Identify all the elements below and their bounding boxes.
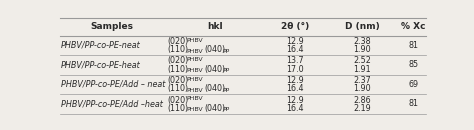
Text: 69: 69: [408, 80, 419, 89]
Text: (040): (040): [204, 45, 225, 54]
Text: PHBV: PHBV: [187, 107, 203, 112]
Text: (110): (110): [168, 84, 189, 93]
Text: PHBV/PP-co-PE-neat: PHBV/PP-co-PE-neat: [61, 41, 140, 50]
Text: D (nm): D (nm): [345, 22, 380, 31]
Text: (110): (110): [168, 45, 189, 54]
Text: % Xc: % Xc: [401, 22, 426, 31]
Text: 16.4: 16.4: [286, 84, 304, 93]
Text: 2.37: 2.37: [354, 76, 371, 85]
Text: 81: 81: [409, 41, 419, 50]
Text: PHBV: PHBV: [187, 96, 203, 101]
Text: (020): (020): [168, 57, 189, 66]
Text: PHBV/PP-co-PE/Add –heat: PHBV/PP-co-PE/Add –heat: [61, 99, 163, 108]
Text: 2θ (°): 2θ (°): [281, 22, 310, 31]
Text: PHBV: PHBV: [187, 49, 203, 54]
Text: 16.4: 16.4: [286, 45, 304, 54]
Text: (110): (110): [168, 65, 189, 74]
Text: 12.9: 12.9: [286, 76, 304, 85]
Text: 1.91: 1.91: [354, 65, 371, 74]
Text: (020): (020): [168, 96, 189, 105]
Text: 2.86: 2.86: [354, 96, 371, 105]
Text: 2.52: 2.52: [354, 57, 371, 66]
Text: 2.38: 2.38: [354, 37, 371, 46]
Text: PHBV: PHBV: [187, 77, 203, 82]
Text: 2.19: 2.19: [354, 104, 371, 113]
Text: 1.90: 1.90: [354, 84, 371, 93]
Text: (020): (020): [168, 76, 189, 85]
Text: PHBV/PP-co-PE-heat: PHBV/PP-co-PE-heat: [61, 60, 140, 69]
Text: (110): (110): [168, 104, 189, 113]
Text: PHBV: PHBV: [187, 57, 203, 62]
Text: (040): (040): [204, 65, 225, 74]
Text: PHBV/PP-co-PE/Add – neat: PHBV/PP-co-PE/Add – neat: [61, 80, 165, 89]
Text: Samples: Samples: [91, 22, 134, 31]
Text: PP: PP: [223, 107, 230, 112]
Text: 17.0: 17.0: [286, 65, 304, 74]
Text: 85: 85: [408, 60, 419, 69]
Text: PP: PP: [223, 88, 230, 93]
Text: 13.7: 13.7: [286, 57, 304, 66]
Text: hkl: hkl: [208, 22, 223, 31]
Text: 81: 81: [409, 99, 419, 108]
Text: PHBV: PHBV: [187, 38, 203, 43]
Text: (040): (040): [204, 104, 225, 113]
Text: 12.9: 12.9: [286, 96, 304, 105]
Text: 1.90: 1.90: [354, 45, 371, 54]
Text: (020): (020): [168, 37, 189, 46]
Text: PHBV: PHBV: [187, 68, 203, 73]
Text: (040): (040): [204, 84, 225, 93]
Text: PHBV: PHBV: [187, 88, 203, 93]
Text: PP: PP: [223, 49, 230, 54]
Text: PP: PP: [223, 68, 230, 73]
Text: 16.4: 16.4: [286, 104, 304, 113]
Text: 12.9: 12.9: [286, 37, 304, 46]
